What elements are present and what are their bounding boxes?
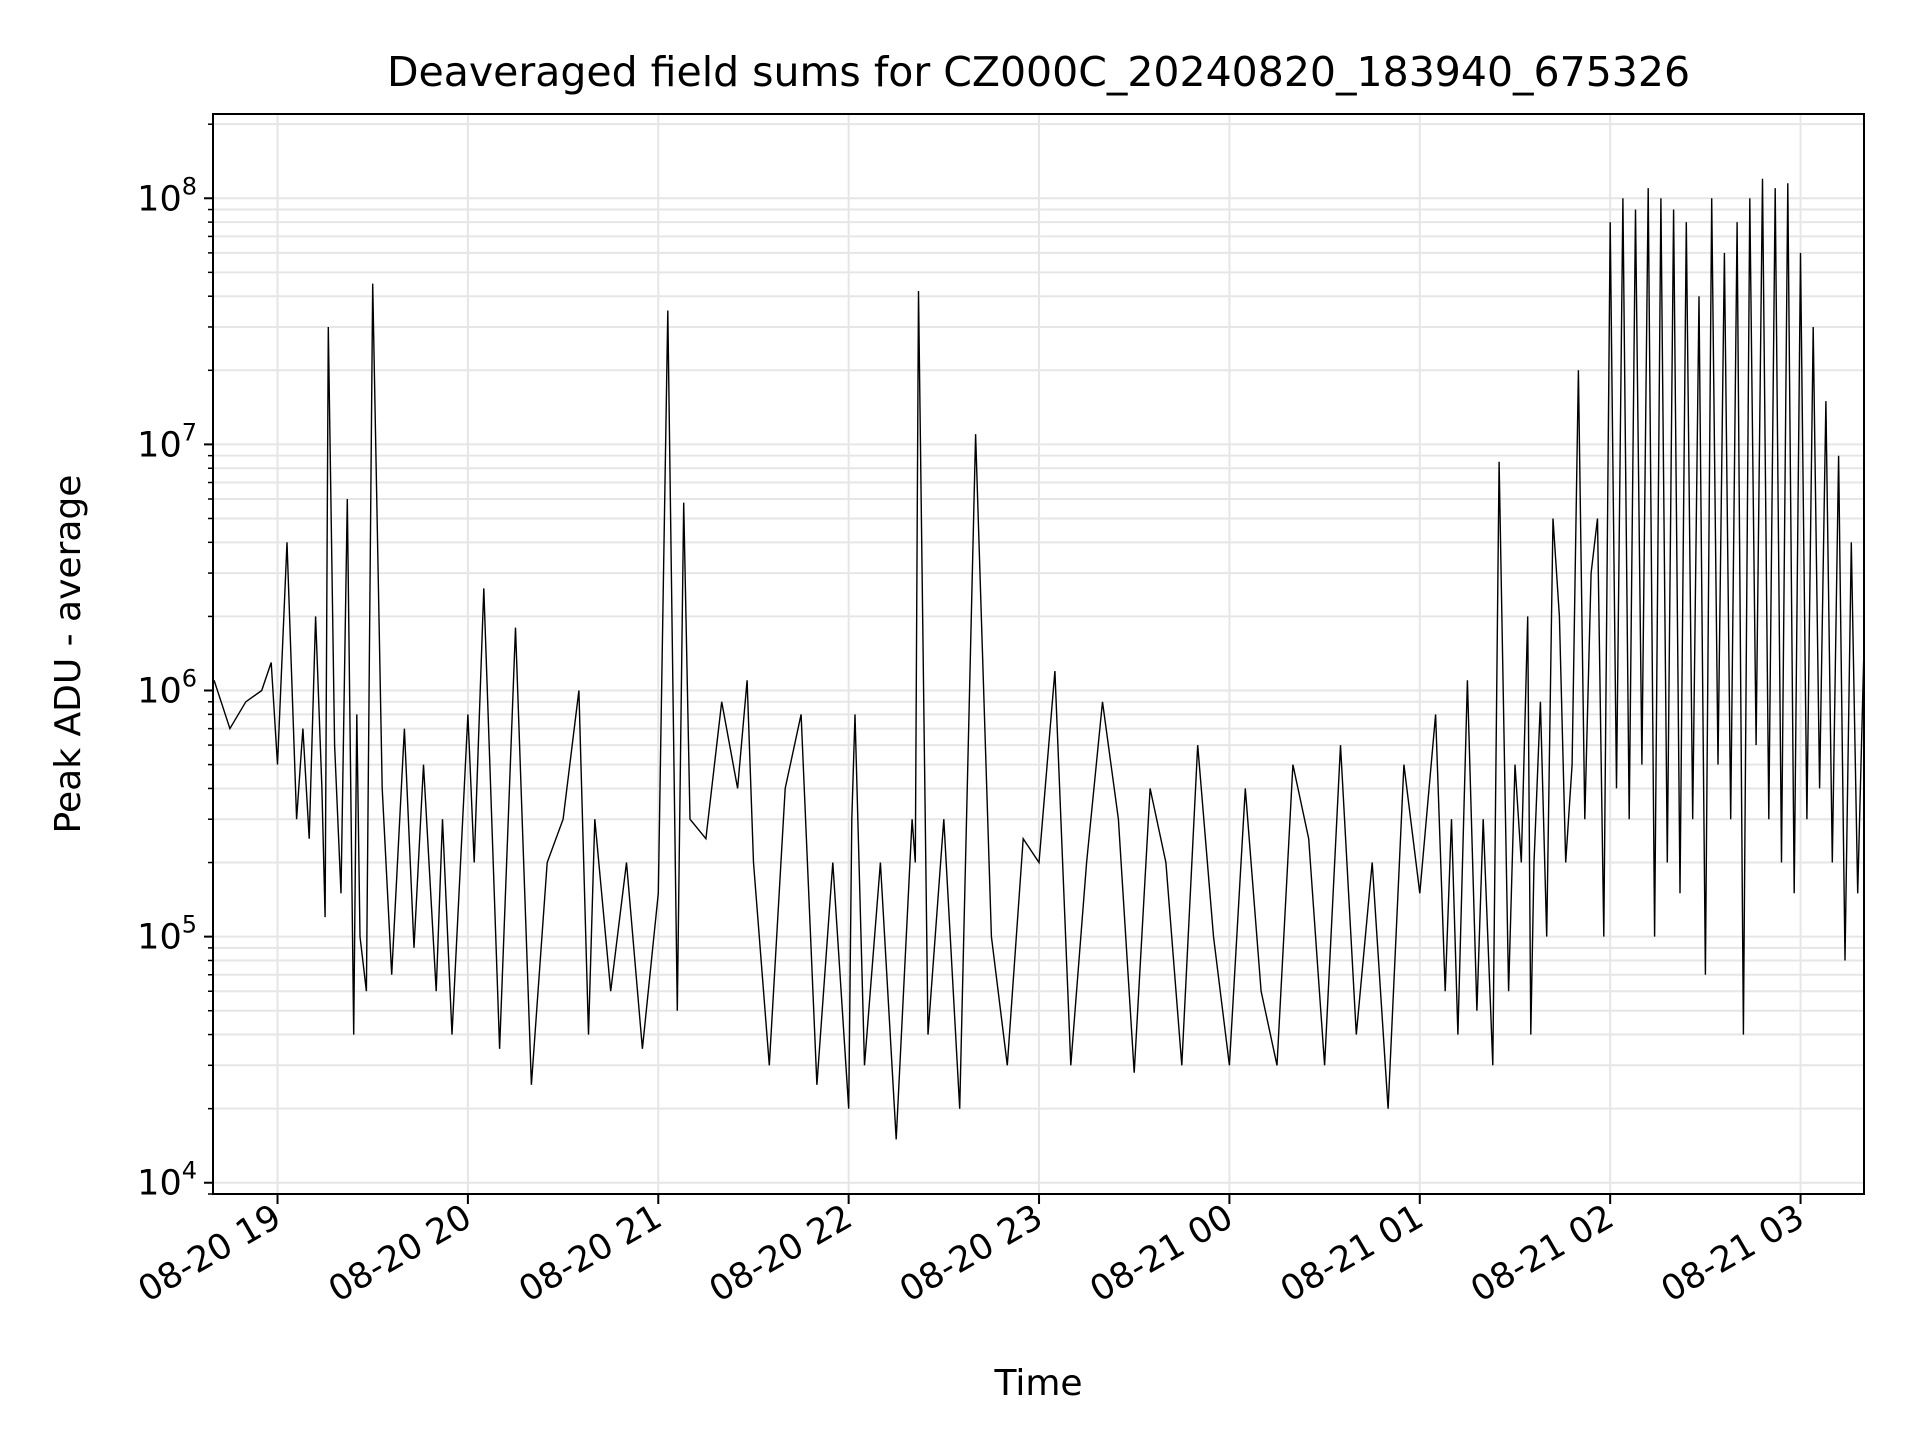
y-axis-label: Peak ADU - average xyxy=(48,475,89,834)
x-axis-label: Time xyxy=(993,1363,1082,1404)
chart-title: Deaveraged field sums for CZ000C_2024082… xyxy=(387,48,1690,96)
y-tick-label: 107 xyxy=(137,418,197,465)
y-tick-label: 106 xyxy=(137,665,197,712)
grid-layer xyxy=(213,114,1864,1195)
data-series-line xyxy=(213,178,1865,1140)
y-tick-label: 104 xyxy=(137,1157,197,1204)
line-layer xyxy=(213,178,1865,1140)
y-tick-label: 105 xyxy=(137,911,197,958)
y-tick-label: 108 xyxy=(137,172,197,219)
